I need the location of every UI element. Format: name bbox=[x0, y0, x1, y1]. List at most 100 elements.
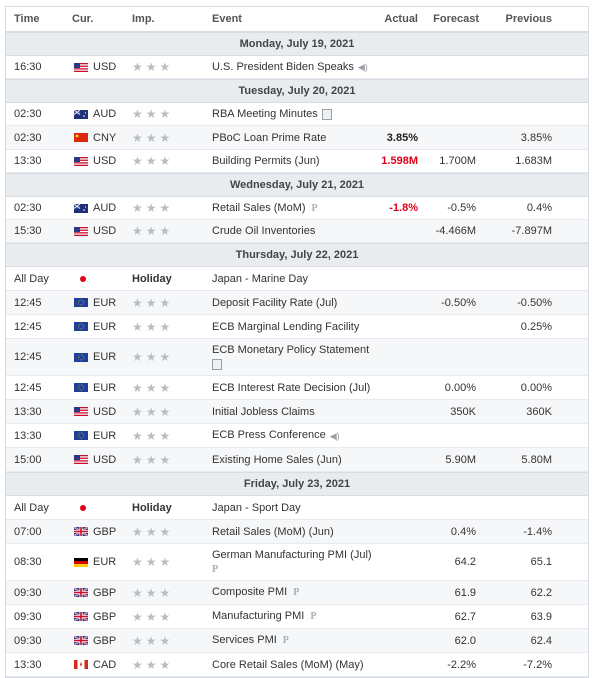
document-icon[interactable] bbox=[321, 108, 332, 120]
event-row[interactable]: 07:00 GBP ★★★ Retail Sales (MoM) (Jun) 0.4% -… bbox=[6, 520, 588, 544]
event-name[interactable]: ECB Interest Rate Decision (Jul) bbox=[212, 381, 371, 394]
col-currency-header[interactable]: Cur. bbox=[72, 13, 94, 25]
event-row[interactable]: 13:30 USD ★★★ Initial Jobless Claims 350K 360… bbox=[6, 400, 588, 424]
previous-value: 62.2 bbox=[530, 586, 552, 599]
event-time: 09:30 bbox=[14, 610, 42, 623]
eu-flag-icon bbox=[74, 298, 88, 307]
col-time-header[interactable]: Time bbox=[14, 13, 40, 25]
event-currency: USD bbox=[93, 225, 117, 237]
event-cell: RBA Meeting Minutes bbox=[212, 107, 377, 121]
event-row[interactable]: 12:45 EUR ★★★ Deposit Facility Rate (Jul) -0… bbox=[6, 291, 588, 315]
event-row[interactable]: 15:30 USD ★★★ Crude Oil Inventories -4.466M -… bbox=[6, 220, 588, 243]
gb-flag-icon bbox=[74, 527, 88, 536]
event-name[interactable]: Services PMI bbox=[212, 634, 277, 646]
event-row[interactable]: 15:00 USD ★★★ Existing Home Sales (Jun) 5.90… bbox=[6, 448, 588, 472]
eu-flag-icon bbox=[74, 431, 88, 440]
event-row[interactable]: 02:30 CNY ★★★ PBoC Loan Prime Rate 3.85% 3.85… bbox=[6, 126, 588, 150]
forecast-value: -4.466M bbox=[435, 225, 476, 237]
gb-flag-icon bbox=[74, 588, 88, 597]
event-name[interactable]: Building Permits (Jun) bbox=[212, 155, 320, 167]
col-previous-header[interactable]: Previous bbox=[505, 13, 552, 25]
event-row[interactable]: 08:30 EUR ★★★ German Manufacturing PMI (Jul… bbox=[6, 544, 588, 581]
event-name[interactable]: ECB Monetary Policy Statement bbox=[212, 344, 370, 356]
event-currency: CAD bbox=[93, 658, 117, 671]
event-time: 13:30 bbox=[14, 658, 42, 671]
event-row[interactable]: 02:30 AUD ★★★ RBA Meeting Minutes bbox=[6, 103, 588, 126]
au-flag-icon bbox=[74, 203, 88, 213]
forecast-value: 1.700M bbox=[439, 155, 476, 167]
event-name[interactable]: Retail Sales (MoM) (Jun) bbox=[212, 525, 334, 538]
event-name[interactable]: PBoC Loan Prime Rate bbox=[212, 131, 327, 144]
importance-stars-icon: ★★★ bbox=[132, 633, 174, 648]
day-separator: Tuesday, July 20, 2021 bbox=[6, 79, 588, 103]
forecast-value: 64.2 bbox=[454, 556, 476, 568]
event-time: 02:30 bbox=[14, 131, 42, 144]
importance-stars-icon: ★★★ bbox=[132, 524, 174, 539]
event-row[interactable]: 09:30 GBP ★★★ Composite PMI P 61.9 62.2 bbox=[6, 581, 588, 605]
event-name[interactable]: U.S. President Biden Speaks bbox=[212, 60, 354, 73]
event-row[interactable]: 09:30 GBP ★★★ Services PMI P 62.0 62.4 bbox=[6, 629, 588, 653]
event-name[interactable]: RBA Meeting Minutes bbox=[212, 108, 318, 120]
event-name[interactable]: Japan - Marine Day bbox=[212, 272, 308, 285]
day-separator: Wednesday, July 21, 2021 bbox=[6, 173, 588, 197]
event-name[interactable]: Core Retail Sales (MoM) (May) bbox=[212, 658, 364, 671]
event-row[interactable]: 12:45 EUR ★★★ ECB Monetary Policy Statement bbox=[6, 339, 588, 376]
event-name[interactable]: Japan - Sport Day bbox=[212, 501, 301, 514]
eu-flag-icon bbox=[74, 383, 88, 392]
forecast-value: -0.50% bbox=[441, 296, 476, 309]
importance-stars-icon: ★★★ bbox=[132, 60, 174, 74]
event-cell: Services PMI P bbox=[212, 633, 377, 648]
event-name[interactable]: ECB Press Conference bbox=[212, 429, 326, 442]
speaker-icon: ◀) bbox=[329, 430, 340, 441]
day-separator: Friday, July 23, 2021 bbox=[6, 472, 588, 496]
event-time: 02:30 bbox=[14, 202, 42, 214]
ca-flag-icon bbox=[74, 660, 88, 669]
event-cell: PBoC Loan Prime Rate bbox=[212, 131, 377, 145]
event-name[interactable]: Composite PMI bbox=[212, 586, 288, 598]
event-currency: USD bbox=[93, 453, 117, 466]
event-name[interactable]: Manufacturing PMI bbox=[212, 610, 305, 622]
eu-flag-icon bbox=[74, 352, 88, 362]
event-row[interactable]: 13:30 EUR ★★★ ECB Press Conference ◀) bbox=[6, 424, 588, 448]
event-time: 12:45 bbox=[14, 351, 42, 363]
document-icon[interactable] bbox=[212, 358, 222, 370]
importance-stars-icon: ★★★ bbox=[132, 154, 174, 168]
event-row[interactable]: All Day Holiday Japan - Sport Day bbox=[6, 496, 588, 520]
event-time: 09:30 bbox=[14, 634, 42, 647]
event-cell: Retail Sales (MoM) (Jun) bbox=[212, 525, 377, 539]
event-name[interactable]: Deposit Facility Rate (Jul) bbox=[212, 296, 338, 309]
event-time: 13:30 bbox=[14, 429, 42, 442]
importance-stars-icon: ★★★ bbox=[132, 609, 174, 624]
event-cell: Initial Jobless Claims bbox=[212, 405, 377, 419]
event-name[interactable]: Initial Jobless Claims bbox=[212, 405, 315, 418]
day-separator: Monday, July 19, 2021 bbox=[6, 32, 588, 56]
event-currency: EUR bbox=[93, 381, 117, 394]
col-actual-header[interactable]: Actual bbox=[384, 13, 418, 25]
previous-value: 65.1 bbox=[530, 556, 552, 568]
event-currency: USD bbox=[93, 405, 117, 418]
col-importance-header[interactable]: Imp. bbox=[132, 13, 155, 25]
event-row[interactable]: 02:30 AUD ★★★ Retail Sales (MoM) P -1.8% -0.5%… bbox=[6, 197, 588, 220]
previous-value: 0.25% bbox=[520, 320, 552, 333]
previous-value: -1.4% bbox=[523, 525, 552, 538]
col-event-header[interactable]: Event bbox=[212, 13, 242, 25]
event-row[interactable]: 13:30 USD ★★★ Building Permits (Jun) 1.598M 1… bbox=[6, 150, 588, 173]
event-row[interactable]: 12:45 EUR ★★★ ECB Marginal Lending Facility… bbox=[6, 315, 588, 339]
event-name[interactable]: Crude Oil Inventories bbox=[212, 225, 316, 237]
importance-stars-icon: ★★★ bbox=[132, 404, 174, 419]
event-row[interactable]: 09:30 GBP ★★★ Manufacturing PMI P 62.7 63.9 bbox=[6, 605, 588, 629]
event-row[interactable]: 16:30 USD ★★★ U.S. President Biden Speaks ◀) bbox=[6, 56, 588, 79]
event-currency: GBP bbox=[93, 586, 117, 599]
event-currency: EUR bbox=[93, 351, 117, 363]
event-name[interactable]: German Manufacturing PMI (Jul) bbox=[212, 548, 372, 561]
event-row[interactable]: 13:30 CAD ★★★ Core Retail Sales (MoM) (May)… bbox=[6, 653, 588, 677]
forecast-value: 350K bbox=[450, 405, 476, 418]
event-name[interactable]: Retail Sales (MoM) bbox=[212, 201, 306, 214]
event-name[interactable]: Existing Home Sales (Jun) bbox=[212, 453, 342, 466]
event-row[interactable]: All Day Holiday Japan - Marine Day bbox=[6, 267, 588, 291]
col-forecast-header[interactable]: Forecast bbox=[433, 13, 479, 25]
event-row[interactable]: 12:45 EUR ★★★ ECB Interest Rate Decision (J… bbox=[6, 376, 588, 400]
forecast-value: 61.9 bbox=[454, 586, 476, 599]
event-name[interactable]: ECB Marginal Lending Facility bbox=[212, 320, 360, 333]
holiday-flag-icon bbox=[80, 275, 86, 282]
